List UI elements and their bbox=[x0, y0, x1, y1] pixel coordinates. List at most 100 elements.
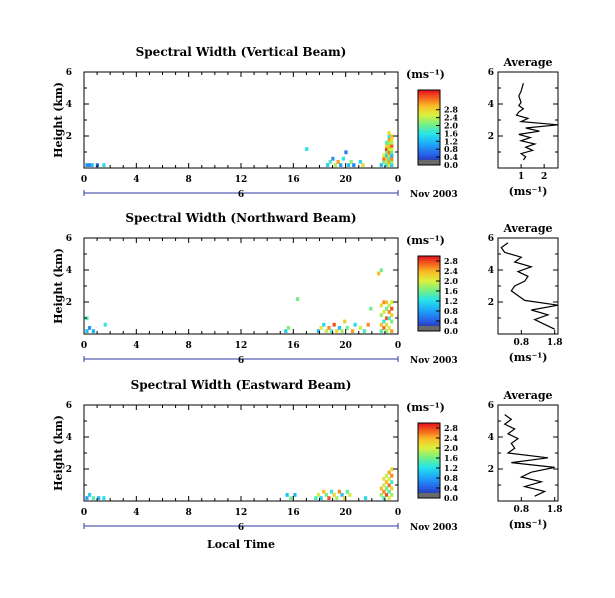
profile-y-tick-label: 6 bbox=[488, 401, 494, 411]
colorbar-tick-label: 2.0 bbox=[444, 443, 458, 453]
profile-x-tick-label: 0.8 bbox=[513, 338, 529, 348]
heatmap-cell bbox=[387, 144, 391, 148]
heatmap-cell bbox=[90, 163, 94, 167]
day-label: 6 bbox=[238, 356, 244, 366]
heatmap-cell bbox=[327, 496, 331, 500]
heatmap-cell bbox=[353, 322, 357, 327]
colorbar-tick-label: 2.4 bbox=[444, 266, 458, 276]
plot-frame bbox=[83, 71, 399, 169]
heatmap-cell bbox=[379, 486, 383, 491]
panel-title: Spectral Width (Northward Beam) bbox=[125, 211, 356, 225]
y-tick-label: 6 bbox=[66, 234, 72, 244]
colorbar-tick-label: 1.6 bbox=[444, 286, 458, 296]
heatmap-cell bbox=[390, 493, 394, 497]
heatmap-cell bbox=[379, 322, 383, 327]
profile-x-label: (ms⁻¹) bbox=[509, 351, 548, 364]
heatmap-cell bbox=[316, 329, 321, 333]
heatmap-cell bbox=[337, 326, 342, 330]
x-tick-label: 16 bbox=[287, 175, 300, 185]
profile-x-label: (ms⁻¹) bbox=[509, 518, 548, 531]
heatmap-cell bbox=[344, 150, 348, 155]
heatmap-cell bbox=[379, 303, 383, 308]
colorbar bbox=[417, 422, 441, 499]
heatmap-cell bbox=[387, 153, 391, 158]
heatmap-cell bbox=[85, 496, 89, 500]
profile-y-tick-label: 2 bbox=[488, 298, 494, 308]
heatmap-cell bbox=[284, 329, 288, 333]
heatmap-cell bbox=[327, 326, 331, 330]
heatmap-cell bbox=[379, 493, 383, 497]
heatmap-cell bbox=[379, 313, 383, 317]
heatmap-cell bbox=[333, 163, 338, 167]
heatmap-cell bbox=[387, 147, 391, 151]
heatmap-cell bbox=[387, 160, 391, 164]
heatmap-cell bbox=[390, 467, 394, 472]
profile-y-tick-label: 6 bbox=[488, 234, 494, 244]
heatmap-cell bbox=[319, 496, 323, 500]
date-label: Nov 2003 bbox=[410, 356, 458, 366]
heatmap-cell bbox=[382, 319, 386, 324]
profile-title: Average bbox=[502, 389, 552, 402]
heatmap-cell bbox=[384, 306, 389, 311]
profile-line bbox=[503, 414, 555, 497]
heatmap-cell bbox=[332, 493, 336, 497]
heatmap-cell bbox=[285, 493, 289, 497]
y-tick-label: 6 bbox=[66, 401, 72, 411]
heatmap-cell bbox=[382, 156, 386, 161]
panel-3: Spectral Width (Eastward Beam)0 4 8 12 16 20 0… bbox=[52, 378, 563, 533]
heatmap-cell bbox=[384, 160, 389, 164]
colorbar-tick-label: 2.0 bbox=[444, 276, 458, 286]
heatmap-cell bbox=[324, 329, 328, 333]
heatmap-cell bbox=[324, 493, 328, 497]
colorbar-tick-label: 0.8 bbox=[444, 306, 458, 316]
heatmap-cell bbox=[103, 322, 107, 327]
colorbar bbox=[417, 89, 441, 166]
colorbar-tick-label: 0.0 bbox=[444, 493, 458, 503]
heatmap-cell bbox=[384, 480, 389, 484]
heatmap-cell bbox=[390, 137, 394, 142]
profile-frame bbox=[497, 237, 559, 335]
heatmap-cell bbox=[335, 496, 339, 500]
colorbar-tick-label: 0.8 bbox=[444, 144, 458, 154]
heatmap-cell bbox=[362, 329, 366, 333]
x-tick-label: 16 bbox=[287, 508, 300, 518]
heatmap-cell bbox=[382, 153, 386, 158]
heatmap-cell bbox=[85, 163, 89, 167]
heatmap-cell bbox=[384, 316, 389, 321]
profile-y-tick-label: 2 bbox=[488, 465, 494, 475]
x-tick-label: 8 bbox=[186, 175, 192, 185]
colorbar-tick-label: 0.0 bbox=[444, 326, 458, 336]
profile-frame bbox=[497, 71, 559, 169]
heatmap-cell bbox=[387, 470, 391, 475]
heatmap-cell bbox=[91, 496, 96, 500]
heatmap-cell bbox=[390, 150, 394, 155]
colorbar-tick-label: 2.4 bbox=[444, 433, 458, 443]
heatmap-cell bbox=[387, 156, 391, 161]
heatmap-cell bbox=[382, 489, 386, 494]
heatmap-cell bbox=[335, 329, 339, 333]
heatmap-cell bbox=[387, 131, 391, 135]
heatmap-cell bbox=[382, 310, 386, 314]
heatmap-cell bbox=[341, 156, 345, 161]
heatmap-cell bbox=[382, 477, 386, 481]
y-axis-label: Height (km) bbox=[52, 248, 65, 324]
heatmap-cell bbox=[384, 473, 389, 478]
heatmap-cell bbox=[390, 147, 394, 151]
colorbar-tick-label: 1.6 bbox=[444, 453, 458, 463]
profile-line bbox=[515, 83, 559, 161]
heatmap-cell bbox=[382, 300, 386, 305]
heatmap-cell bbox=[384, 144, 389, 148]
heatmap-cell bbox=[390, 163, 394, 167]
profile-x-label: (ms⁻¹) bbox=[509, 185, 548, 198]
x-tick-label: 8 bbox=[186, 341, 192, 351]
heatmap-cell bbox=[384, 140, 389, 145]
heatmap-cell bbox=[384, 322, 389, 327]
heatmap-cell bbox=[369, 306, 373, 311]
heatmap-cell bbox=[326, 163, 330, 167]
heatmap-cell bbox=[352, 163, 356, 167]
heatmap-cell bbox=[387, 496, 391, 500]
heatmap-cell bbox=[387, 163, 391, 167]
x-tick-label: 20 bbox=[339, 508, 352, 518]
colorbar-unit: (ms⁻¹) bbox=[406, 234, 445, 247]
